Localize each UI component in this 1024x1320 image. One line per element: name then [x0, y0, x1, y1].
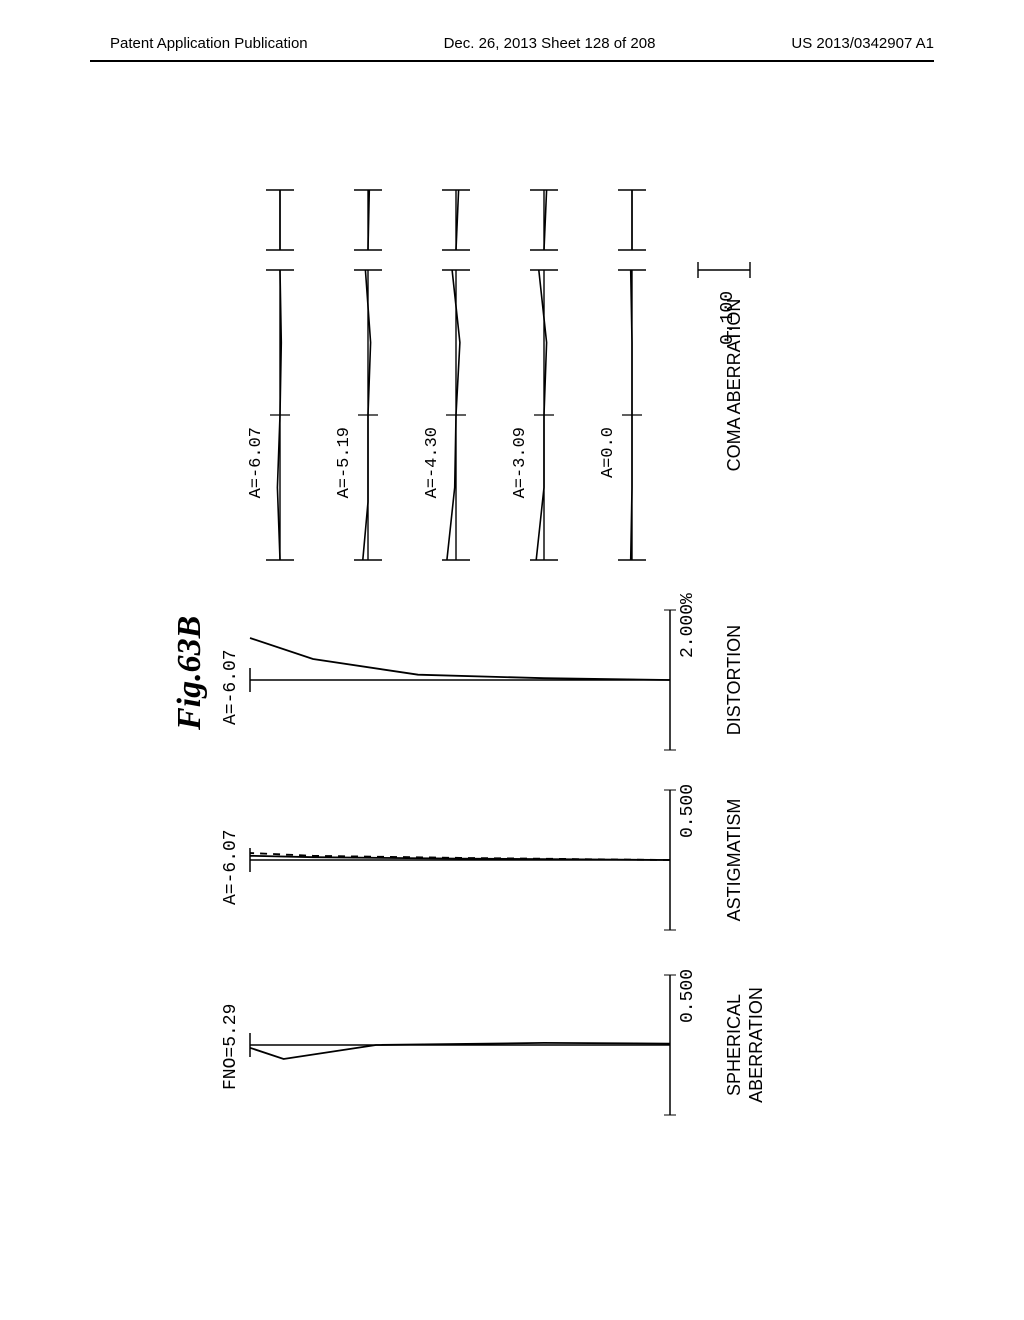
aberration-charts-svg: Fig.63B FNO=5.29 0.500 SPHERICALABERRATION A… [150, 120, 880, 1160]
svg-text:A=-6.07: A=-6.07 [247, 427, 266, 498]
page-header: Patent Application Publication Dec. 26, … [0, 35, 1024, 52]
svg-text:A=0.0: A=0.0 [599, 427, 618, 478]
header-rule [90, 60, 934, 62]
svg-text:A=-4.30: A=-4.30 [423, 427, 442, 498]
svg-text:ASTIGMATISM: ASTIGMATISM [724, 799, 744, 922]
figure-63b: Fig.63B FNO=5.29 0.500 SPHERICALABERRATION A… [150, 120, 880, 1165]
figure-title: Fig.63B [171, 616, 208, 731]
svg-text:SPHERICAL: SPHERICAL [724, 994, 744, 1096]
header-left: Patent Application Publication [110, 35, 308, 52]
svg-text:DISTORTION: DISTORTION [724, 625, 744, 735]
svg-text:COMA ABERRATION: COMA ABERRATION [724, 299, 744, 472]
svg-text:0.500: 0.500 [678, 784, 698, 838]
svg-text:A=-6.07: A=-6.07 [221, 649, 241, 725]
svg-text:A=-6.07: A=-6.07 [221, 829, 241, 905]
svg-text:FNO=5.29: FNO=5.29 [221, 1004, 241, 1090]
svg-text:A=-5.19: A=-5.19 [335, 427, 354, 498]
svg-text:2.000%: 2.000% [678, 593, 698, 658]
svg-text:0.500: 0.500 [678, 969, 698, 1023]
svg-text:A=-3.09: A=-3.09 [511, 427, 530, 498]
svg-text:ABERRATION: ABERRATION [746, 987, 766, 1103]
header-right: US 2013/0342907 A1 [791, 35, 934, 52]
header-center: Dec. 26, 2013 Sheet 128 of 208 [444, 35, 656, 52]
